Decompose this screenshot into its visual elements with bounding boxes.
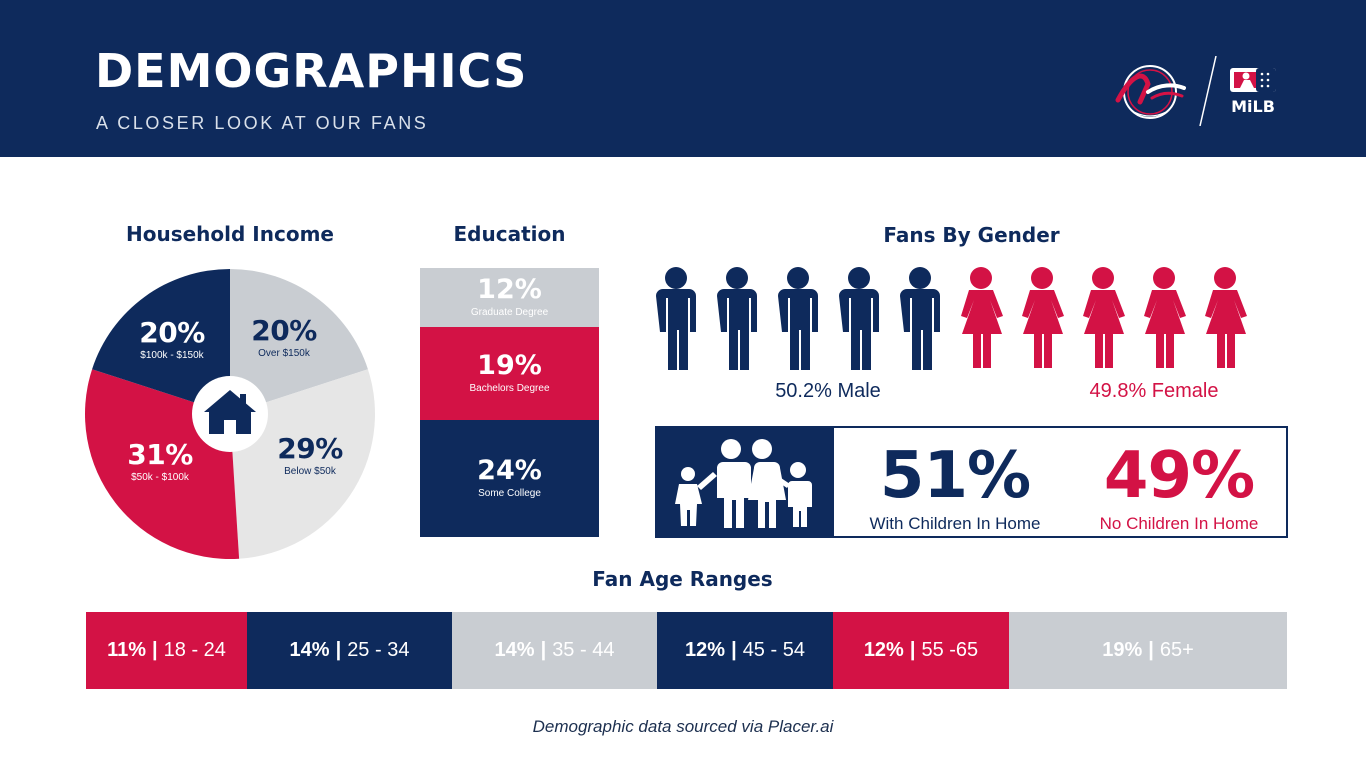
age-pct-4: 12% bbox=[863, 639, 904, 661]
education-bar-2: 24% Some College bbox=[420, 420, 599, 537]
education-pct-2: 24% bbox=[477, 455, 542, 486]
age-range-3: 45 - 54 bbox=[742, 639, 805, 661]
household-income-pie-chart: 20% Over $150k 29% Below $50k 31% $50k -… bbox=[84, 268, 376, 560]
male-icon bbox=[717, 267, 757, 370]
page-subtitle: A CLOSER LOOK AT OUR FANS bbox=[96, 113, 429, 133]
family-cell bbox=[657, 428, 834, 536]
source-footnote: Demographic data sourced via Placer.ai bbox=[532, 717, 834, 736]
reno-aces-logo bbox=[1115, 65, 1186, 119]
age-pct-3: 12% bbox=[685, 639, 726, 661]
no-children-stat: 49% No Children In Home bbox=[1081, 440, 1277, 534]
with-children-stat: 51% With Children In Home bbox=[853, 440, 1057, 534]
education-label-1: Bachelors Degree bbox=[469, 383, 550, 394]
male-caption: 50.2% Male bbox=[775, 380, 881, 402]
age-pct-1: 14% bbox=[289, 639, 330, 661]
no-children-pct: 49% bbox=[1103, 439, 1255, 513]
education-bar-0: 12% Graduate Degree bbox=[420, 268, 599, 327]
age-segment-4: 12% | 55 -65 bbox=[833, 612, 1009, 689]
pie-slice-3 bbox=[92, 269, 230, 414]
family-icon bbox=[675, 439, 812, 528]
male-icon bbox=[778, 267, 818, 370]
pie-svg bbox=[85, 269, 375, 559]
age-segment-2: 14% | 35 - 44 bbox=[452, 612, 657, 689]
gender-icon-row bbox=[656, 267, 1247, 370]
education-title: Education bbox=[453, 222, 566, 246]
age-pct-0: 11% bbox=[107, 639, 147, 661]
age-range-2: 35 - 44 bbox=[552, 639, 615, 661]
education-bar-1: 19% Bachelors Degree bbox=[420, 327, 599, 420]
pie-slice-0 bbox=[230, 269, 368, 414]
with-children-pct: 51% bbox=[879, 439, 1031, 513]
age-separator: | bbox=[540, 639, 547, 661]
age-segment-1: 14% | 25 - 34 bbox=[247, 612, 452, 689]
education-pct-1: 19% bbox=[477, 350, 542, 381]
male-icon bbox=[900, 267, 940, 370]
age-pct-5: 19% bbox=[1102, 639, 1143, 661]
education-pct-0: 12% bbox=[477, 274, 542, 305]
page-title: DEMOGRAPHICS bbox=[95, 44, 528, 98]
with-children-caption: With Children In Home bbox=[869, 514, 1041, 533]
header-banner: DEMOGRAPHICS A CLOSER LOOK AT OUR FANS M… bbox=[0, 0, 1366, 157]
age-range-5: 65+ bbox=[1159, 639, 1194, 661]
household-income-title: Household Income bbox=[126, 222, 334, 246]
milb-logo: MiLB bbox=[1230, 68, 1276, 116]
female-icon bbox=[1144, 267, 1186, 368]
male-icon bbox=[656, 267, 696, 370]
age-segment-5: 19% | 65+ bbox=[1009, 612, 1287, 689]
age-segment-3: 12% | 45 - 54 bbox=[657, 612, 833, 689]
age-pct-2: 14% bbox=[494, 639, 535, 661]
no-children-caption: No Children In Home bbox=[1099, 514, 1259, 533]
age-separator: | bbox=[1148, 639, 1154, 661]
age-separator: | bbox=[335, 639, 342, 661]
logo-divider bbox=[1199, 56, 1217, 126]
age-range-0: 18 - 24 bbox=[163, 639, 226, 661]
education-label-0: Graduate Degree bbox=[470, 307, 549, 318]
fan-age-ranges-bar: 11% | 18 - 24 14% | 25 - 34 14% | 35 - 44 12% | 45 … bbox=[86, 612, 1287, 689]
fan-age-ranges-title: Fan Age Ranges bbox=[592, 567, 773, 591]
education-label-2: Some College bbox=[478, 488, 541, 499]
female-icon bbox=[1022, 267, 1064, 368]
children-in-home-box: 51% With Children In Home 49% No Childre… bbox=[655, 426, 1288, 538]
milb-text: MiLB bbox=[1231, 97, 1275, 116]
age-separator: | bbox=[152, 639, 158, 661]
female-caption: 49.8% Female bbox=[1089, 380, 1219, 402]
female-icon bbox=[961, 267, 1003, 368]
female-icon bbox=[1083, 267, 1125, 368]
age-segment-0: 11% | 18 - 24 bbox=[86, 612, 247, 689]
male-icon bbox=[839, 267, 879, 370]
age-separator: | bbox=[909, 639, 916, 661]
house-icon bbox=[204, 390, 256, 434]
age-range-1: 25 - 34 bbox=[347, 639, 410, 661]
age-separator: | bbox=[731, 639, 737, 661]
age-range-4: 55 -65 bbox=[921, 639, 979, 661]
fans-by-gender-title: Fans By Gender bbox=[883, 223, 1060, 247]
female-icon bbox=[1205, 267, 1247, 368]
